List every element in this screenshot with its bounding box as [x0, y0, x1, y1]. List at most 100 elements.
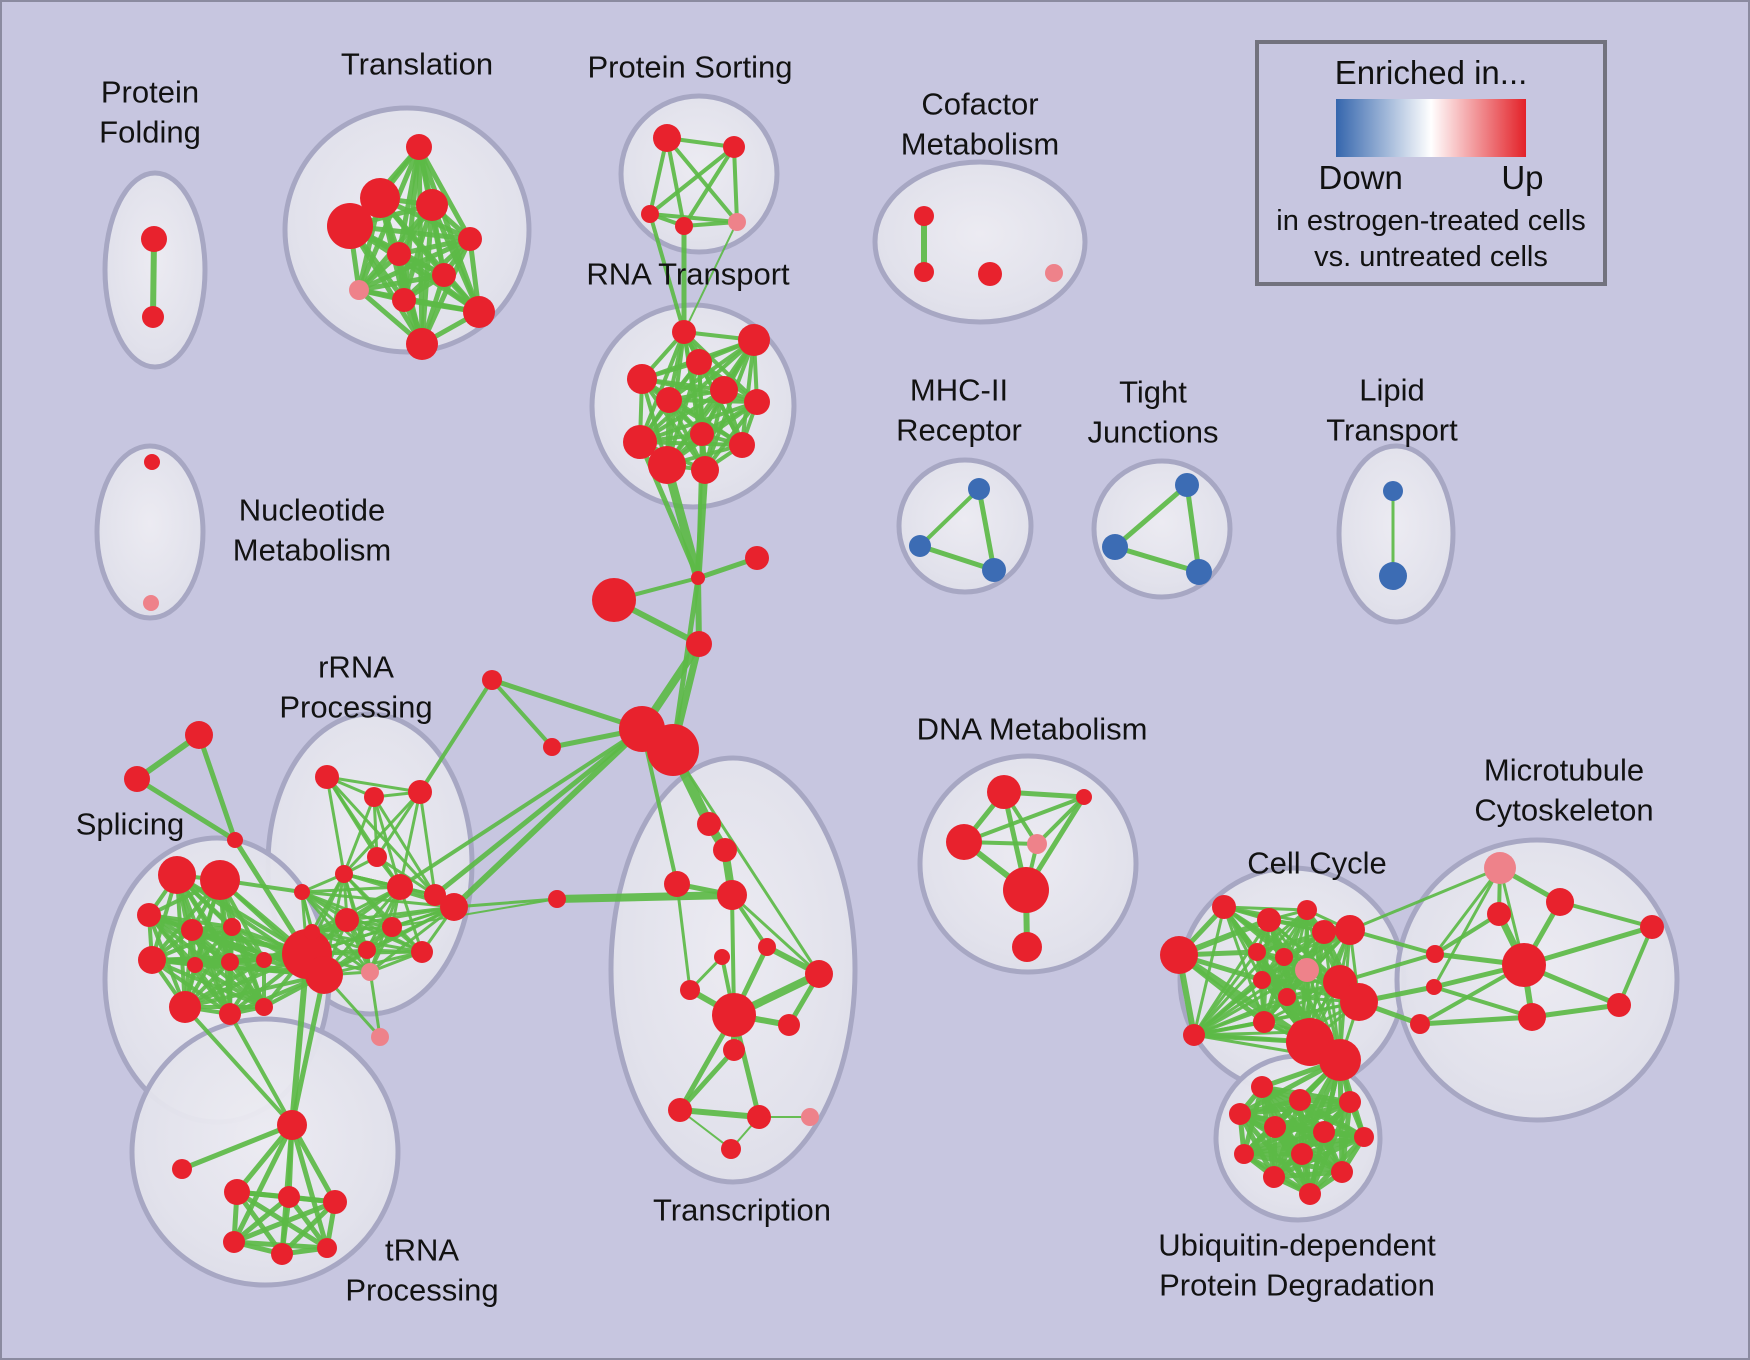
- edge-A1-J2: [196, 732, 238, 843]
- edge-RT7-RT12: [703, 400, 759, 472]
- node-C2: [548, 890, 566, 908]
- node-R11: [304, 924, 320, 940]
- legend-scale-row: Down Up: [1319, 159, 1544, 197]
- node-CC10: [1278, 988, 1296, 1006]
- node-S9: [256, 952, 272, 968]
- node-T1: [406, 134, 432, 160]
- node-CC15: [1212, 895, 1236, 919]
- edge-X8-X3: [675, 882, 692, 992]
- edge-RT4-RT12: [640, 377, 707, 472]
- node-S12: [255, 998, 273, 1016]
- node-CCH: [1160, 936, 1198, 974]
- node-S5: [223, 918, 241, 936]
- node-RT5: [656, 387, 682, 413]
- node-MT4: [1502, 943, 1546, 987]
- edge-A2-J2: [134, 776, 238, 843]
- node-X3: [664, 871, 690, 897]
- edge-PS3-PS5: [648, 212, 739, 224]
- edge-R15-H1: [451, 726, 645, 910]
- node-NM1: [144, 454, 160, 470]
- node-X6: [758, 938, 776, 956]
- edge-CJ1-MT3: [1433, 912, 1501, 956]
- node-MT3: [1487, 902, 1511, 926]
- edge-CC15-CC2: [1222, 905, 1309, 912]
- node-J2: [227, 832, 243, 848]
- cluster-trna-processing-label: tRNA: [385, 1233, 459, 1268]
- node-RT10: [729, 432, 755, 458]
- edge-R5-R12: [342, 872, 424, 954]
- edge-T7-T8: [356, 272, 447, 293]
- node-C0: [543, 738, 561, 756]
- edge-C1-H1: [489, 677, 645, 732]
- edge-CC0-CC8: [1192, 978, 1264, 1037]
- node-CC7: [1295, 958, 1319, 982]
- node-T2: [360, 178, 400, 218]
- node-D6: [1012, 932, 1042, 962]
- edge-CC2-CC5: [1255, 908, 1309, 954]
- node-H2: [647, 724, 699, 776]
- node-R10: [382, 917, 402, 937]
- node-PS4: [675, 217, 693, 235]
- edge-U10-CCG2: [1271, 1057, 1343, 1180]
- node-CJ2: [1426, 979, 1442, 995]
- edge-PS5-RT1: [683, 221, 738, 333]
- node-T7: [432, 263, 456, 287]
- node-R2: [364, 787, 384, 807]
- edge-MT4-MT7: [1521, 924, 1655, 968]
- cluster-mhc-ii-receptor-label: Receptor: [896, 413, 1022, 448]
- node-RT9: [623, 425, 657, 459]
- node-S2: [200, 860, 240, 900]
- node-T10: [463, 296, 495, 328]
- node-LT1: [1383, 481, 1403, 501]
- edge-T5-T6: [396, 236, 473, 257]
- edge-RT9-RT10: [638, 440, 744, 447]
- edge-R3-R5: [342, 790, 422, 876]
- node-TJ1: [1175, 473, 1199, 497]
- node-U7: [1354, 1127, 1374, 1147]
- cluster-protein-folding-label: Folding: [99, 115, 201, 150]
- node-D3: [946, 824, 982, 860]
- node-R8: [294, 884, 310, 900]
- node-X13: [668, 1098, 692, 1122]
- node-TR4: [223, 1231, 245, 1253]
- edge-X12-X13: [677, 1047, 737, 1113]
- edge-U10-U11: [1271, 1169, 1345, 1180]
- cluster-rrna-processing-label: rRNA: [318, 650, 394, 685]
- node-U2: [1289, 1089, 1311, 1111]
- node-LT2: [1379, 562, 1407, 590]
- legend-down-label: Down: [1318, 159, 1403, 196]
- node-TR5: [271, 1243, 293, 1265]
- edge-R1-R3: [325, 775, 422, 794]
- node-MT7: [1640, 915, 1664, 939]
- node-X10: [712, 993, 756, 1037]
- node-CM2: [914, 262, 934, 282]
- cluster-lipid-transport-bubble: [1336, 443, 1456, 625]
- node-U4: [1229, 1103, 1251, 1125]
- node-R7: [424, 884, 446, 906]
- node-X15: [801, 1108, 819, 1126]
- node-U11: [1331, 1161, 1353, 1183]
- legend-up-label: Up: [1501, 159, 1544, 196]
- edge-R10-C2: [391, 898, 558, 928]
- node-TR3: [323, 1190, 347, 1214]
- node-RP1: [361, 963, 379, 981]
- node-CC6: [1275, 948, 1293, 966]
- node-CC4: [1335, 915, 1365, 945]
- node-CC1: [1257, 908, 1281, 932]
- node-U1: [1251, 1076, 1273, 1098]
- node-MT5: [1518, 1003, 1546, 1031]
- legend-gradient-bar: [1336, 99, 1526, 157]
- node-U10: [1263, 1166, 1285, 1188]
- cluster-cofactor-metabolism-bubble: [872, 159, 1088, 325]
- node-R13: [358, 941, 376, 959]
- edge-RT11-J1: [662, 460, 703, 583]
- edge-TH-RH: [289, 951, 310, 1128]
- edge-R11-R15: [310, 905, 456, 934]
- edge-R3-R6: [398, 790, 422, 889]
- node-CC11: [1340, 983, 1378, 1021]
- node-TR1: [224, 1179, 250, 1205]
- node-U8: [1234, 1144, 1254, 1164]
- cluster-protein-folding-label: Protein: [101, 75, 199, 110]
- cluster-tight-junctions-label: Junctions: [1088, 415, 1219, 450]
- cluster-trna-processing-label: Processing: [345, 1273, 498, 1308]
